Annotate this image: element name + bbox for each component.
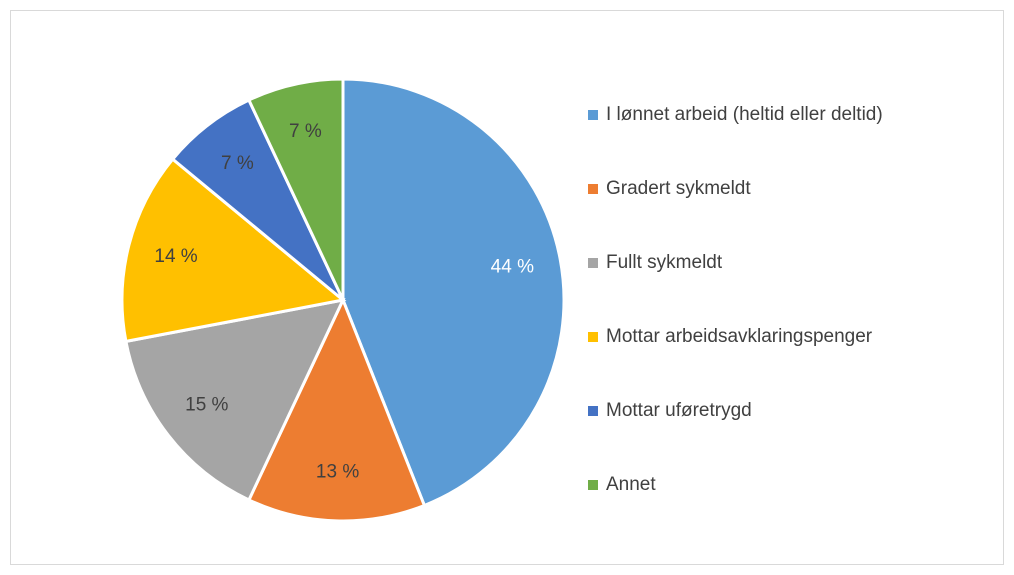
pie-slice [120,157,347,344]
legend-swatch [588,110,598,120]
legend-swatch [588,258,598,268]
data-label: 13 % [316,461,359,482]
data-label: 7 % [289,121,322,142]
data-label: 14 % [154,246,197,267]
pie-slice [246,77,345,301]
legend-swatch [588,332,598,342]
legend-label: Gradert sykmeldt [606,178,751,199]
pie-slice [341,77,566,508]
legend-swatch [588,184,598,194]
data-label: 15 % [185,395,228,416]
legend-label: Mottar arbeidsavklaringspenger [606,326,873,347]
legend-label: I lønnet arbeid (heltid eller deltid) [606,104,883,125]
data-label: 7 % [221,153,254,174]
pie-slice [246,296,427,523]
legend-label: Fullt sykmeldt [606,252,723,273]
data-label: 44 % [491,257,534,278]
pie-slice [124,297,346,502]
legend-swatch [588,406,598,416]
legend-label: Mottar uføretrygd [606,400,752,421]
legend-swatch [588,480,598,490]
legend-label: Annet [606,474,656,495]
